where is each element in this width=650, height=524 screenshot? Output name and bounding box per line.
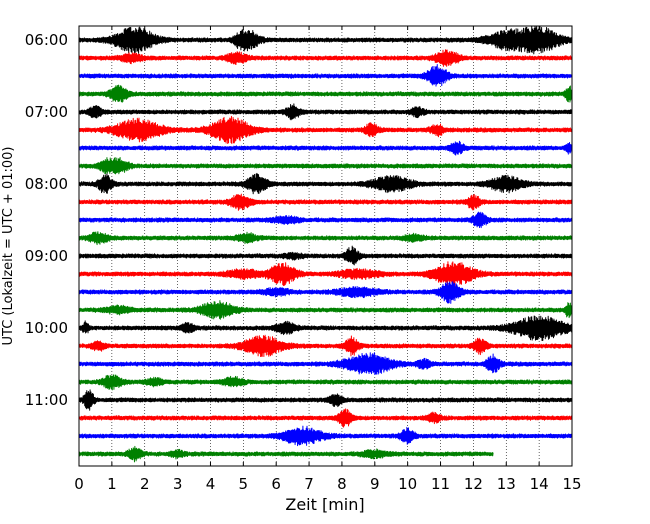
seismic-trace-0615	[78, 49, 573, 67]
seismic-trace-0600	[78, 25, 573, 55]
y-tick-label: 07:00	[25, 103, 68, 121]
x-tick-label: 6	[271, 475, 281, 493]
seismic-trace-0915	[78, 261, 573, 288]
seismic-trace-0700	[78, 103, 573, 121]
x-tick-label: 0	[74, 475, 84, 493]
x-tick-label: 4	[206, 475, 216, 493]
x-tick-label: 11	[431, 475, 450, 493]
seismic-trace-0715	[78, 115, 573, 145]
seismic-trace-0900	[78, 245, 573, 266]
y-axis-label: UTC (Lokalzeit = UTC + 01:00)	[1, 147, 16, 346]
seismic-trace-0815	[78, 193, 573, 211]
plot-frame	[78, 25, 573, 467]
x-tick-label: 3	[173, 475, 183, 493]
y-tick-label: 09:00	[25, 247, 68, 265]
x-tick-label: 9	[370, 475, 380, 493]
x-tick-label: 2	[140, 475, 150, 493]
seismic-trace-1030	[78, 352, 573, 376]
x-tick-label: 12	[464, 475, 483, 493]
seismic-trace-0930	[78, 281, 573, 304]
seismic-trace-0830	[78, 211, 573, 229]
seismic-trace-0630	[78, 63, 573, 87]
y-tick-label: 06:00	[25, 31, 68, 49]
y-tick-label: 10:00	[25, 319, 68, 337]
seismic-trace-0745	[78, 157, 573, 175]
seismic-trace-1100	[78, 389, 573, 411]
y-tick-label: 11:00	[25, 391, 68, 409]
x-tick-label: 1	[107, 475, 117, 493]
seismic-trace-0800	[78, 172, 573, 195]
seismic-trace-1130	[78, 425, 573, 447]
x-tick-label: 14	[530, 475, 549, 493]
x-tick-label: 10	[398, 475, 417, 493]
x-axis-ticks: 0 1 2 3 4 5 6 7 8 9 10 11 12 13 14 15	[74, 26, 582, 493]
seismic-trace-0945	[78, 300, 573, 320]
seismic-traces	[78, 25, 573, 463]
seismic-trace-1045	[78, 374, 573, 391]
seismic-trace-1000	[78, 315, 573, 342]
y-tick-label: 08:00	[25, 175, 68, 193]
seismic-trace-1015	[78, 334, 573, 358]
x-grid	[111, 26, 540, 466]
seismic-trace-0730	[78, 140, 573, 156]
x-axis-label: Zeit [min]	[285, 495, 364, 514]
x-tick-label: 8	[337, 475, 347, 493]
seismic-trace-0845	[78, 231, 573, 246]
seismic-trace-1145	[78, 445, 494, 463]
seismic-trace-0645	[78, 84, 573, 103]
y-axis-ticks: 06:00 07:00 08:00 09:00 10:00 11:00	[25, 31, 572, 409]
x-tick-label: 13	[497, 475, 516, 493]
seismic-trace-1115	[78, 408, 573, 428]
x-tick-label: 7	[304, 475, 314, 493]
x-tick-label: 15	[562, 475, 581, 493]
x-tick-label: 5	[239, 475, 249, 493]
